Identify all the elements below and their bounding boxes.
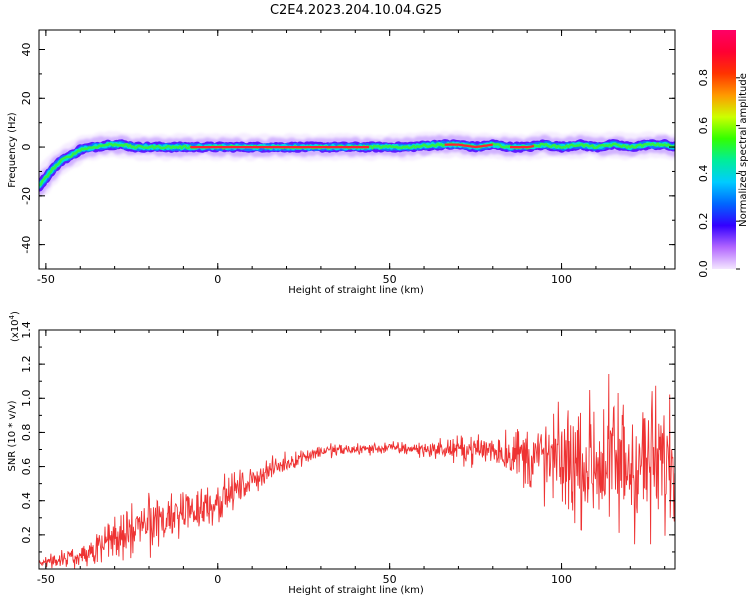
snr-y-tick-label: 0.4 [20,492,33,510]
colorbar-tick-label: 0.2 [697,212,710,230]
snr-y-tick-label: 0.6 [20,458,33,476]
snr-series-line [39,373,675,569]
snr-x-ticks: -50 0 50 100 [37,330,666,586]
snr-y-tick-label: 1.4 [20,321,33,339]
spectrogram-ridge [39,130,675,197]
colorbar-ticks: 0.0 0.2 0.4 0.6 0.8 [697,69,740,278]
snr-y-tick-label: 1.2 [20,355,33,373]
snr-multiplier-open: (x10 [10,319,21,342]
spectrogram-y-tick-label: 0 [20,144,33,151]
spectrogram-panel: -50 0 50 100 -40 -20 0 20 40 Height of straight… [7,29,676,296]
spectrogram-ridge-peak [510,145,535,149]
colorbar-tick-label: 0.0 [697,260,710,278]
spectrogram-ridge-peak [444,143,493,149]
spectrogram-frame [38,29,676,270]
figure-title: C2E4.2023.204.10.04.G25 [270,3,442,18]
colorbar-tick-label: 0.6 [697,117,710,135]
spectrogram-x-label: Height of straight line (km) [288,285,424,296]
spectrogram-y-tick-label: -40 [20,236,33,254]
spectrogram-y-tick-label: 20 [20,91,33,105]
spectrogram-x-tick-label: 50 [383,273,397,286]
snr-x-tick-label: 50 [383,573,397,586]
snr-multiplier: (x104) [8,311,21,342]
colorbar: 0.0 0.2 0.4 0.6 0.8 Normalized spectral ampl… [697,30,749,278]
snr-panel: -50 0 50 100 0.2 0.4 0.6 0.8 1.0 1.2 1.4 Height o… [7,311,676,596]
spectrogram-x-tick-label: 100 [551,273,572,286]
spectrogram-y-tick-label: -20 [20,187,33,205]
spectrogram-x-tick-label: -50 [37,273,55,286]
snr-multiplier-close: ) [10,311,21,315]
snr-x-label: Height of straight line (km) [288,585,424,596]
snr-multiplier-exp: 4 [8,314,16,319]
snr-y-ticks: 0.2 0.4 0.6 0.8 1.0 1.2 1.4 [20,321,675,570]
spectrogram-y-label: Frequency (Hz) [7,112,18,188]
spectrogram-y-ticks: -40 -20 0 20 40 [20,43,675,270]
snr-x-tick-label: -50 [37,573,55,586]
colorbar-tick-label: 0.4 [697,165,710,183]
snr-y-label: SNR (10 * v/v) [7,400,18,471]
snr-y-tick-label: 0.2 [20,526,33,544]
spectrogram-x-ticks: -50 0 50 100 [37,30,666,286]
spectrogram-y-tick-label: 40 [20,43,33,57]
colorbar-tick-label: 0.8 [697,69,710,87]
colorbar-label: Normalized spectral amplitude [738,73,749,227]
snr-y-tick-label: 1.0 [20,390,33,408]
snr-y-tick-label: 0.8 [20,424,33,442]
snr-x-tick-label: 100 [551,573,572,586]
snr-x-tick-label: 0 [214,573,221,586]
colorbar-gradient [712,30,736,269]
spectrogram-x-tick-label: 0 [214,273,221,286]
